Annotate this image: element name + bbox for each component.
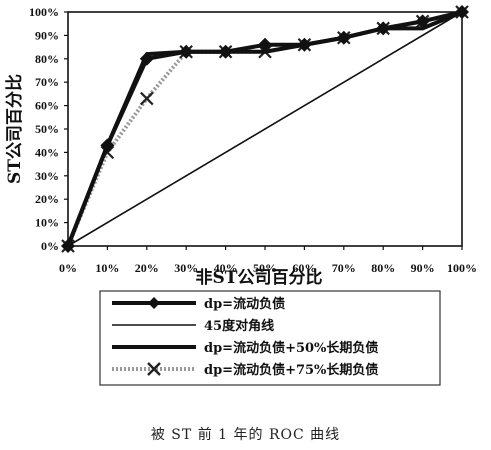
roc-chart: 0% 10% 20% 30% 40% 50% 60% 70% 80% 90% 100% 0% 10% 20… — [4, 5, 477, 386]
series-0 — [61, 5, 469, 253]
x-tick-label: 0% — [59, 261, 77, 275]
x-tick-label: 20% — [135, 261, 159, 275]
chart-legend: dp=流动负债 45度对角线 dp=流动负债+50%长期负债 dp=流动负债+75%长… — [99, 290, 441, 386]
x-tick-label: 10% — [95, 261, 119, 275]
chart-series-layer — [61, 5, 469, 253]
y-tick-label: 50% — [35, 122, 59, 136]
x-tick-label: 40% — [214, 261, 238, 275]
data-point-diamond — [61, 239, 75, 253]
series-line — [67, 11, 463, 247]
data-point-diamond — [139, 51, 154, 66]
y-axis-title: ST公司百分比 — [4, 74, 25, 184]
y-tick-label: 40% — [35, 145, 59, 159]
x-axis-title: 非ST公司百分比 — [196, 267, 323, 288]
x-tick-label: 90% — [411, 261, 435, 275]
x-tick-label: 30% — [174, 261, 198, 275]
y-tick-label: 10% — [35, 216, 59, 230]
y-tick-label: 80% — [35, 52, 59, 66]
legend-label: dp=流动负债 — [204, 296, 285, 312]
x-tick-label: 100% — [447, 261, 477, 275]
legend-entry-1: 45度对角线 — [112, 318, 274, 334]
x-tick-label: 60% — [292, 261, 316, 275]
data-point-diamond — [258, 37, 272, 52]
data-point-diamond — [455, 5, 469, 19]
y-tick-label: 60% — [35, 99, 59, 113]
legend-entry-0: dp=流动负债 — [112, 296, 285, 312]
legend-label: 45度对角线 — [204, 318, 274, 334]
legend-swatch-x — [147, 362, 161, 376]
y-tick-label: 20% — [35, 192, 59, 206]
data-point-diamond — [376, 21, 391, 36]
data-point-diamond — [179, 44, 194, 59]
data-point-diamond — [218, 44, 233, 59]
legend-entry-2: dp=流动负债+50%长期负债 — [112, 340, 378, 356]
data-point-diamond — [297, 37, 312, 52]
legend-swatch-diamond — [148, 297, 160, 309]
series-1 — [67, 11, 463, 247]
y-tick-label: 70% — [35, 75, 59, 89]
figure-caption: 被 ST 前 1 年的 ROC 曲线 — [150, 427, 341, 443]
chart-axes: 0% 10% 20% 30% 40% 50% 60% 70% 80% 90% 100% 0% 10% 20… — [4, 5, 477, 288]
legend-entry-3: dp=流动负债+75%长期负债 — [112, 362, 378, 378]
legend-label: dp=流动负债+50%长期负债 — [204, 340, 378, 356]
data-point-diamond — [415, 14, 430, 29]
x-tick-label: 70% — [332, 261, 356, 275]
y-tick-label: 0% — [41, 239, 59, 253]
y-tick-label: 100% — [29, 5, 59, 19]
y-tick-label: 90% — [35, 28, 59, 42]
x-tick-label: 50% — [253, 261, 277, 275]
x-tick-label: 80% — [371, 261, 395, 275]
y-tick-label: 30% — [35, 169, 59, 183]
data-point-diamond — [336, 30, 351, 45]
data-point-diamond — [100, 138, 115, 153]
data-point-x — [140, 91, 154, 106]
legend-label: dp=流动负债+75%长期负债 — [204, 362, 378, 378]
